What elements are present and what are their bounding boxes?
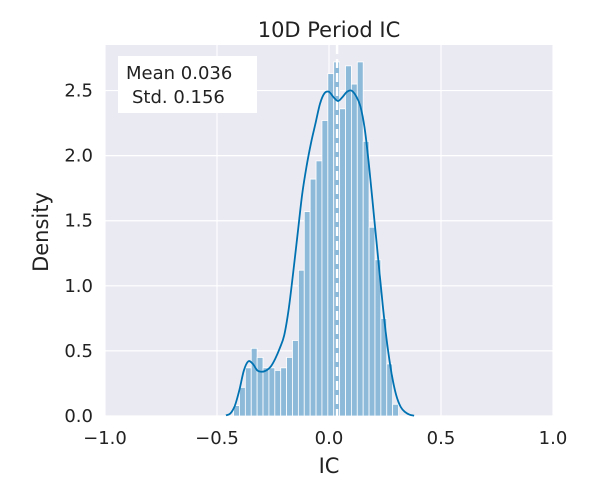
y-tick-label: 1.5 (64, 211, 93, 232)
histogram-bar (268, 367, 276, 417)
x-tick-labels: −1.0 −0.5 0.0 0.5 1.0 (83, 428, 567, 449)
y-tick-label: 0.5 (64, 341, 93, 362)
x-tick-label: 0.5 (427, 428, 456, 449)
annotation-box (118, 56, 257, 113)
stats-annotation: Mean 0.036 Std. 0.156 (118, 56, 257, 113)
histogram-bar (345, 65, 352, 417)
histogram-bar (256, 357, 264, 417)
y-tick-label: 2.0 (64, 146, 93, 167)
histogram-bar (292, 340, 299, 417)
y-tick-labels: 0.0 0.5 1.0 1.5 2.0 2.5 (64, 81, 93, 427)
histogram-bar (368, 226, 376, 417)
y-axis-label: Density (29, 192, 53, 272)
histogram-bar (274, 370, 282, 417)
histogram-bars (233, 61, 399, 417)
x-axis-label: IC (319, 454, 340, 478)
x-tick-label: 0.0 (315, 428, 344, 449)
x-tick-label: −1.0 (83, 428, 127, 449)
histogram-bar (362, 140, 370, 417)
chart-title: 10D Period IC (258, 18, 401, 42)
histogram-bar (350, 83, 358, 417)
y-tick-label: 1.0 (64, 276, 93, 297)
x-tick-label: −0.5 (195, 428, 239, 449)
y-tick-label: 2.5 (64, 81, 93, 102)
kde-curve (225, 89, 415, 417)
histogram-bar (392, 403, 399, 417)
annotation-mean: Mean 0.036 (126, 63, 232, 84)
histogram-bar (286, 357, 293, 417)
histogram-bar (309, 178, 317, 417)
x-tick-label: 1.0 (539, 428, 568, 449)
histogram-bar (250, 347, 258, 417)
histogram-bar (239, 386, 246, 417)
histogram-bar (321, 120, 329, 417)
histogram-bar (244, 367, 252, 417)
histogram-bar (339, 108, 346, 417)
histogram-bar (280, 367, 287, 417)
y-tick-label: 0.0 (64, 406, 93, 427)
histogram-bar (262, 367, 270, 417)
histogram-bar (327, 73, 335, 417)
annotation-std: Std. 0.156 (132, 87, 225, 108)
histogram-bar (303, 211, 311, 417)
histogram-bar (297, 269, 305, 417)
histogram-bar (315, 160, 323, 417)
